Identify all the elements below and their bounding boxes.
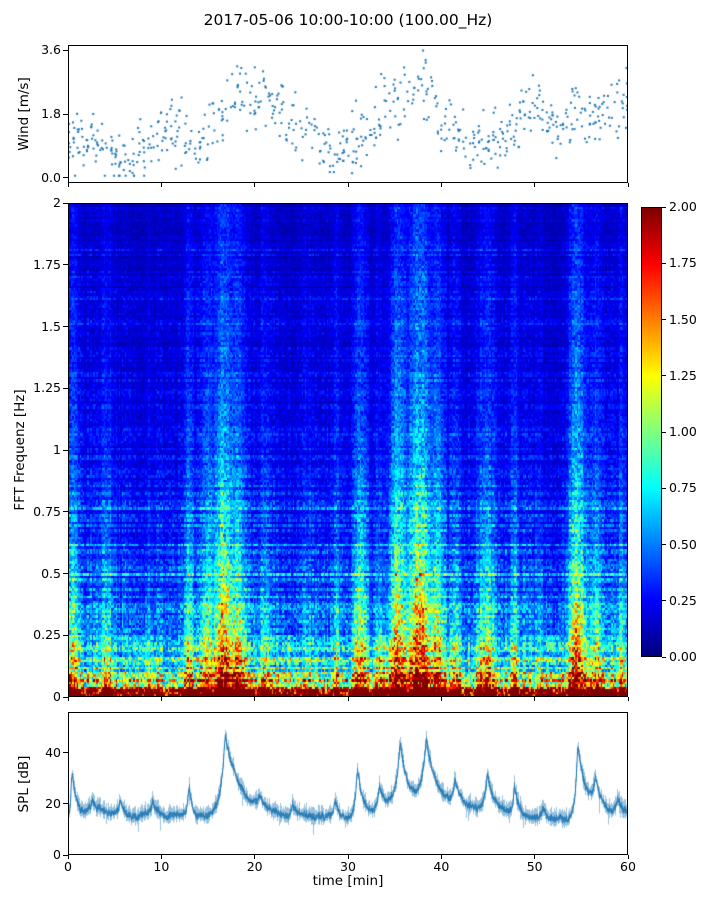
colorbar-tick-mark (662, 487, 666, 489)
colorbar-tick-label: 1.00 (669, 423, 697, 439)
colorbar-tick-mark (662, 656, 666, 658)
y-tick-label: 1.75 (33, 256, 61, 272)
colorbar (641, 207, 662, 657)
colorbar-tick-label: 2.00 (669, 198, 697, 214)
x-tick-label: 10 (153, 859, 170, 874)
wind-scatter-plot (68, 45, 628, 183)
x-tick-mark (534, 697, 536, 701)
y-tick-label: 2 (53, 194, 61, 210)
colorbar-tick-mark (662, 319, 666, 320)
spectrogram-y-axis-label: FFT Frequenz [Hz] (12, 389, 28, 511)
colorbar-tick-label: 1.75 (669, 255, 697, 270)
x-tick-label: 30 (340, 859, 356, 874)
x-tick-mark (440, 697, 442, 701)
x-tick-mark (67, 697, 69, 701)
spl-line-canvas (69, 713, 627, 854)
spl-line-plot (68, 712, 628, 855)
colorbar-tick-mark (662, 600, 666, 602)
x-tick-mark (347, 855, 349, 859)
spectrogram-plot (68, 203, 628, 697)
figure-title: 2017-05-06 10:00-10:00 (100.00_Hz) (203, 11, 493, 29)
colorbar-tick-label: 0.25 (669, 592, 697, 608)
y-tick-label: 0.25 (33, 627, 61, 642)
x-tick-mark (67, 183, 69, 187)
x-tick-mark (160, 183, 162, 187)
y-tick-label: 40 (45, 744, 61, 760)
x-tick-label: 0 (64, 859, 72, 874)
x-tick-mark (440, 855, 442, 859)
colorbar-tick-mark (662, 262, 666, 264)
colorbar-tick-label: 1.50 (669, 311, 697, 327)
x-tick-mark (67, 855, 69, 859)
y-tick-label: 0.75 (33, 503, 61, 519)
colorbar-tick-mark (662, 544, 666, 545)
x-tick-label: 50 (526, 859, 543, 874)
spl-y-axis-label: SPL [dB] (16, 755, 32, 813)
x-tick-mark (440, 183, 442, 187)
colorbar-canvas (642, 208, 661, 656)
x-tick-label: 40 (433, 859, 450, 874)
x-tick-mark (254, 697, 256, 701)
x-axis-label: time [min] (312, 873, 384, 889)
x-tick-mark (627, 855, 629, 859)
y-tick-label: 20 (45, 795, 61, 811)
colorbar-tick-label: 0.00 (669, 648, 697, 664)
y-tick-label: 0.5 (41, 565, 61, 581)
spectrogram-canvas (69, 204, 627, 696)
x-tick-mark (347, 183, 349, 187)
y-tick-label: 1 (53, 441, 61, 457)
y-tick-label: 1.25 (33, 380, 61, 395)
y-tick-label: 1.5 (41, 318, 61, 334)
x-tick-mark (627, 183, 629, 187)
x-tick-label: 60 (620, 859, 636, 874)
x-tick-mark (534, 855, 536, 859)
colorbar-tick-mark (662, 431, 666, 433)
y-tick-label: 0.0 (41, 169, 61, 185)
wind-y-axis-label: Wind [m/s] (16, 77, 32, 151)
x-tick-mark (254, 183, 256, 187)
x-tick-mark (534, 183, 536, 187)
wind-scatter-canvas (69, 46, 627, 182)
x-tick-mark (160, 697, 162, 701)
colorbar-tick-label: 0.75 (669, 480, 697, 495)
x-tick-mark (160, 855, 162, 859)
colorbar-tick-label: 1.25 (669, 367, 697, 383)
y-tick-label: 3.6 (41, 42, 61, 58)
y-tick-label: 1.8 (41, 105, 61, 121)
colorbar-tick-mark (662, 375, 666, 377)
x-tick-label: 20 (246, 859, 263, 874)
x-tick-mark (254, 855, 256, 859)
y-tick-label: 0 (53, 846, 61, 862)
x-tick-mark (347, 697, 349, 701)
colorbar-tick-mark (662, 206, 666, 208)
x-tick-mark (627, 697, 629, 701)
colorbar-tick-label: 0.50 (669, 536, 697, 552)
y-tick-label: 0 (53, 688, 61, 704)
